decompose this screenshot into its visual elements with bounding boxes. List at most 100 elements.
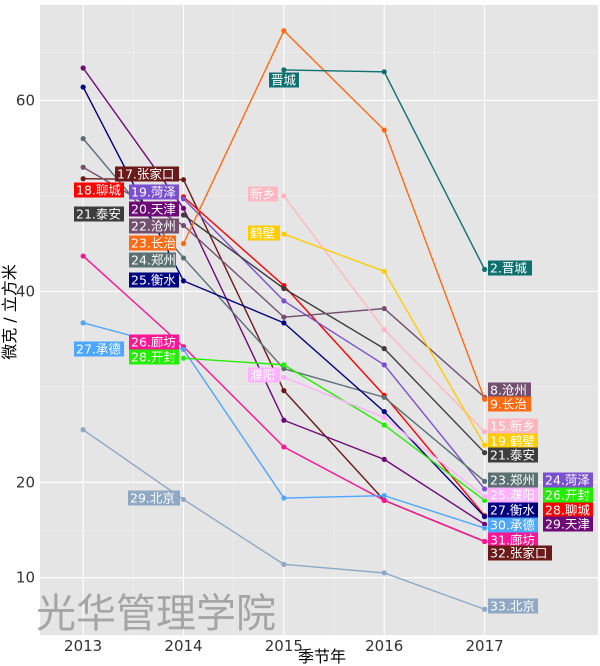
point-label-background bbox=[74, 206, 124, 222]
point-label-background bbox=[543, 472, 593, 488]
series-line-segment bbox=[383, 572, 485, 610]
point-label-background bbox=[129, 218, 179, 234]
x-axis-label: 季节年 bbox=[298, 647, 346, 666]
y-tick-label: 40 bbox=[16, 282, 35, 300]
y-axis-label: 微克 / 立方米 bbox=[0, 264, 19, 360]
series-line-segment bbox=[82, 255, 184, 348]
data-point bbox=[381, 268, 387, 274]
data-point bbox=[381, 362, 387, 368]
point-label: 33.北京 bbox=[488, 598, 538, 614]
data-point bbox=[180, 241, 187, 247]
series-line-segment bbox=[283, 390, 385, 501]
data-point bbox=[80, 84, 86, 90]
data-point bbox=[481, 450, 488, 456]
data-point bbox=[281, 28, 287, 34]
point-label-text: 鹤壁 bbox=[250, 226, 275, 241]
data-point bbox=[381, 409, 387, 415]
point-label: 29.天津 bbox=[543, 516, 593, 532]
series-line-segment bbox=[183, 280, 285, 324]
point-label: 9.长治 bbox=[488, 396, 531, 412]
point-label: 18.聊城 bbox=[74, 182, 124, 198]
point-label-text: 21.泰安 bbox=[490, 448, 535, 463]
point-label-background bbox=[543, 516, 593, 532]
data-point bbox=[381, 456, 387, 462]
point-label: 25.衡水 bbox=[129, 272, 179, 288]
data-point bbox=[281, 285, 287, 292]
data-point bbox=[180, 346, 187, 353]
data-point bbox=[381, 69, 387, 75]
series-line-segment bbox=[283, 287, 385, 350]
series-9 bbox=[80, 253, 488, 545]
data-point bbox=[481, 497, 488, 504]
point-label: 新乡 bbox=[248, 186, 278, 202]
point-label-text: 30.承德 bbox=[490, 518, 535, 533]
point-label-background bbox=[488, 502, 538, 518]
point-label-background bbox=[488, 396, 531, 412]
series-line-segment bbox=[383, 411, 486, 518]
series-line-segment bbox=[283, 69, 385, 73]
point-label: 晋城 bbox=[269, 72, 299, 88]
series-line-segment bbox=[383, 416, 486, 498]
point-label-background bbox=[488, 433, 538, 449]
data-point bbox=[481, 521, 488, 527]
data-point bbox=[481, 606, 488, 612]
series-line-segment bbox=[283, 494, 385, 499]
point-label-text: 26.开封 bbox=[545, 488, 590, 503]
data-point bbox=[80, 320, 86, 326]
series-line-segment bbox=[383, 308, 486, 398]
series-line-segment bbox=[383, 424, 486, 501]
point-label-text: 25.衡水 bbox=[131, 273, 176, 288]
series-11 bbox=[180, 355, 488, 504]
series-line-segment bbox=[283, 376, 385, 419]
point-label: 26.开封 bbox=[543, 487, 593, 503]
point-label-background bbox=[129, 201, 179, 217]
point-label-background bbox=[129, 235, 176, 251]
series-line-segment bbox=[283, 30, 385, 131]
x-tick-label: 2013 bbox=[64, 637, 102, 655]
series-line-segment bbox=[384, 494, 485, 529]
data-point bbox=[481, 538, 488, 545]
data-point bbox=[481, 486, 488, 492]
point-label-text: 2.晋城 bbox=[490, 261, 527, 276]
series-line-segment bbox=[183, 214, 285, 290]
y-axis-ticks: 10 20 40 60 bbox=[16, 91, 35, 586]
point-label: 22.沧州 bbox=[129, 218, 179, 234]
point-label-background bbox=[488, 598, 538, 614]
point-label-text: 24.菏泽 bbox=[545, 473, 590, 488]
point-label-text: 33.北京 bbox=[490, 599, 535, 614]
series-line-segment bbox=[383, 71, 486, 270]
point-label: 21.泰安 bbox=[74, 206, 124, 222]
point-label-background bbox=[488, 545, 552, 561]
data-point bbox=[80, 65, 86, 71]
point-label: 21.泰安 bbox=[488, 447, 538, 463]
series-line-segment bbox=[383, 499, 485, 543]
point-label-background bbox=[74, 341, 124, 357]
point-label-text: 21.泰安 bbox=[76, 207, 121, 222]
point-label-text: 濮阳 bbox=[250, 368, 275, 383]
point-label-background bbox=[129, 272, 179, 288]
point-label-text: 29.天津 bbox=[545, 517, 590, 532]
point-label: 濮阳 bbox=[248, 367, 280, 383]
data-point bbox=[381, 346, 387, 352]
data-point bbox=[381, 493, 387, 499]
data-point bbox=[481, 266, 488, 273]
point-label: 26.廊坊 bbox=[129, 334, 179, 350]
data-point bbox=[281, 193, 287, 199]
data-point bbox=[381, 414, 387, 420]
series-line-segment bbox=[283, 195, 385, 330]
point-label-background bbox=[248, 186, 278, 202]
y-tick-label: 10 bbox=[16, 569, 35, 587]
watermark: 光华管理学院 bbox=[36, 591, 276, 637]
point-label-text: 25.濮阳 bbox=[490, 488, 535, 503]
point-label-text: 27.承德 bbox=[76, 342, 121, 357]
data-point bbox=[481, 396, 488, 402]
point-label-background bbox=[129, 184, 179, 200]
point-label-background bbox=[129, 349, 179, 365]
point-label-text: 17.张家口 bbox=[117, 167, 174, 182]
point-label-text: 新乡 bbox=[250, 187, 275, 202]
data-point bbox=[281, 374, 287, 380]
data-point bbox=[80, 164, 86, 170]
point-label-text: 8.沧州 bbox=[490, 383, 527, 398]
data-point bbox=[80, 427, 86, 433]
point-label-text: 28.开封 bbox=[131, 350, 176, 365]
